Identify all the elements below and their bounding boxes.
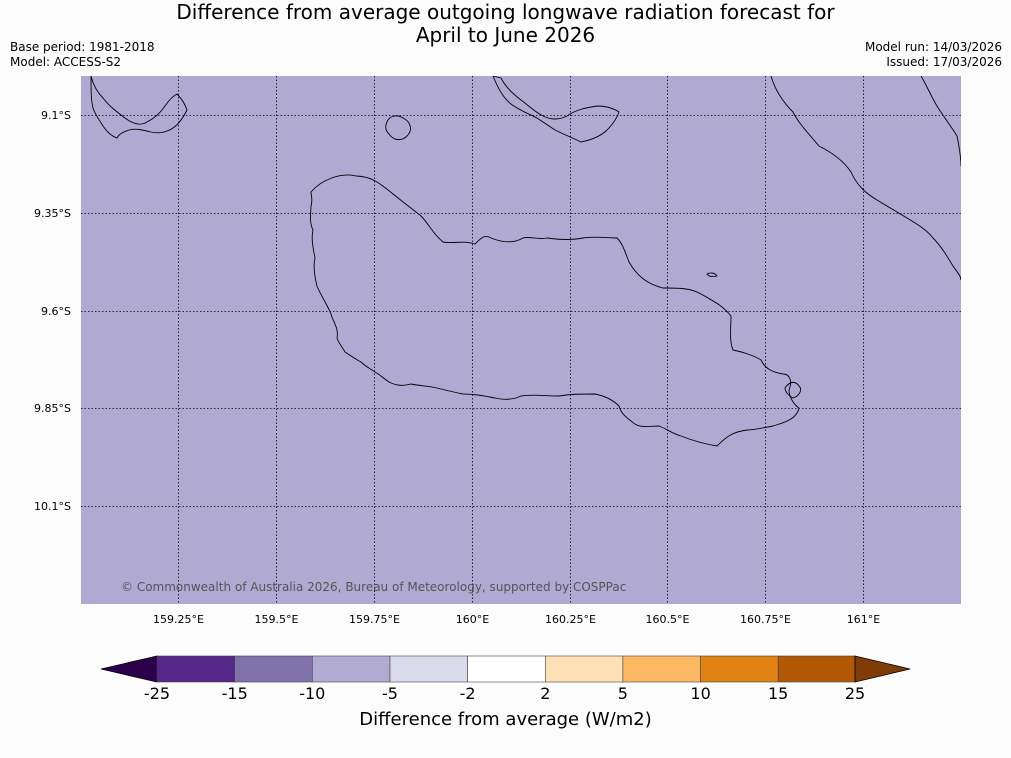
colorbar-extend-high — [854, 655, 911, 683]
colorbar-segment — [622, 655, 701, 683]
colorbar-svg — [100, 655, 911, 683]
issued-date: Issued: 17/03/2026 — [886, 55, 1002, 69]
chart-title-line-2: April to June 2026 — [415, 23, 596, 47]
lat-label: 9.1°S — [41, 108, 71, 122]
lon-label: 159.75°E — [349, 613, 400, 626]
lat-label: 9.6°S — [41, 304, 71, 318]
colorbar-tick-label: -25 — [143, 684, 171, 703]
colorbar-title: Difference from average (W/m2) — [359, 709, 652, 730]
coastline-nggela-islands — [492, 76, 620, 143]
coastlines — [90, 76, 961, 447]
lon-label: 159.5°E — [254, 613, 299, 626]
coastline-far-east — [920, 76, 961, 167]
colorbar-tick-label: -10 — [299, 684, 326, 703]
lon-label: 160.25°E — [545, 613, 596, 626]
chart-title-line-1: Difference from average outgoing longwav… — [176, 0, 835, 24]
map-panel[interactable]: © Commonwealth of Australia 2026, Bureau… — [81, 76, 961, 604]
colorbar-segment — [234, 655, 313, 683]
coastline-islet-east — [706, 272, 718, 278]
lon-label: 161°E — [846, 613, 881, 626]
colorbar-segment — [777, 655, 856, 683]
coastline-santa-isabel — [770, 76, 961, 281]
model-run: Model run: 14/03/2026 — [864, 40, 1002, 54]
colorbar-tick-label: 2 — [540, 684, 551, 703]
colorbar-tick-label: 15 — [768, 684, 789, 703]
lat-label: 9.35°S — [34, 206, 71, 220]
lat-label: 9.85°S — [34, 401, 71, 415]
coastline-islet-southeast — [784, 381, 802, 399]
lon-label: 159.25°E — [153, 613, 204, 626]
lon-label: 160.75°E — [740, 613, 791, 626]
gridlines — [81, 76, 961, 604]
colorbar-extend-low — [100, 655, 158, 683]
lon-label: 160.5°E — [645, 613, 690, 626]
colorbar-segment — [467, 655, 546, 683]
colorbar-tick-label: -2 — [459, 684, 476, 703]
lat-label: 10.1°S — [34, 499, 71, 513]
lon-label: 160°E — [455, 613, 490, 626]
colorbar-segment — [544, 655, 624, 683]
colorbar-tick-label: -15 — [221, 684, 248, 703]
colorbar-segment — [156, 655, 235, 683]
colorbar-segment — [700, 655, 779, 683]
coastline-islet-northwest — [385, 115, 411, 141]
base-period: Base period: 1981-2018 — [10, 40, 155, 54]
coastline-savo-russell — [90, 76, 188, 139]
colorbar-segment — [389, 655, 468, 683]
colorbar-tick-label: 5 — [617, 684, 628, 703]
colorbar-tick-label: -5 — [382, 684, 398, 703]
model-name: Model: ACCESS-S2 — [10, 55, 122, 69]
map-svg — [81, 76, 961, 604]
coastline-guadalcanal — [310, 174, 800, 447]
colorbar-tick-label: 10 — [690, 684, 711, 703]
colorbar-segment — [311, 655, 391, 683]
colorbar-tick-label: 25 — [844, 684, 866, 703]
copyright-notice: © Commonwealth of Australia 2026, Bureau… — [121, 580, 627, 594]
